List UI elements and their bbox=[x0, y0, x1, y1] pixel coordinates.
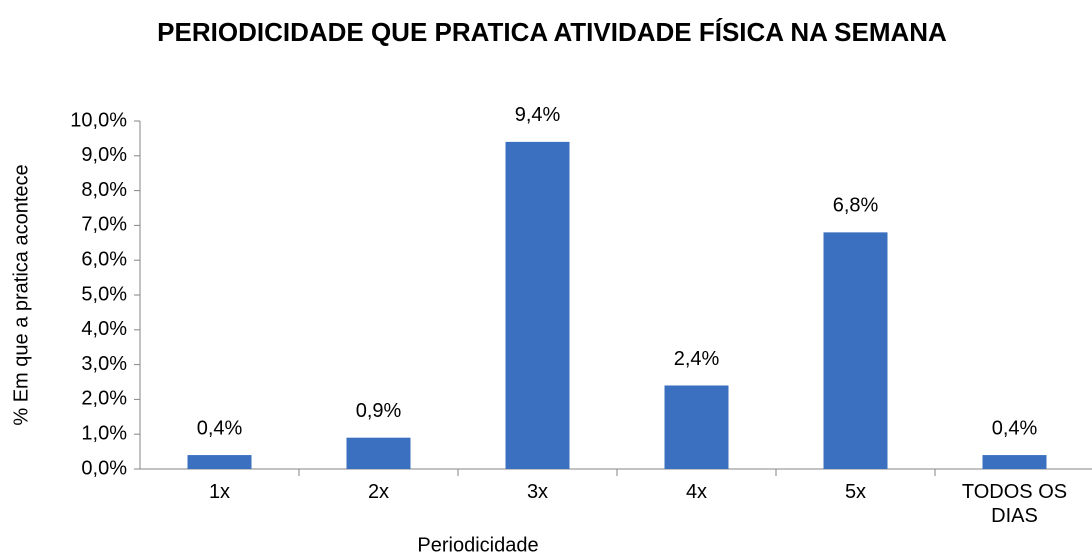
y-tick-label: 8,0% bbox=[81, 179, 127, 201]
y-tick-label: 3,0% bbox=[81, 353, 127, 375]
y-tick-label: 2,0% bbox=[81, 388, 127, 410]
x-tick-label: 1x bbox=[208, 481, 231, 503]
x-tick-label: 2x bbox=[367, 481, 390, 503]
chart-title: PERIODICIDADE QUE PRATICA ATIVIDADE FÍSI… bbox=[157, 17, 947, 47]
x-tick-label: 5x bbox=[844, 481, 867, 503]
x-tick-label: 3x bbox=[526, 481, 549, 503]
bar bbox=[823, 232, 888, 469]
data-label: 0,4% bbox=[197, 417, 243, 439]
bar bbox=[187, 455, 252, 469]
x-tick-label: 4x bbox=[685, 481, 708, 503]
y-tick-label: 1,0% bbox=[81, 422, 127, 444]
x-tick-label: TODOS OS DIAS bbox=[961, 481, 1068, 527]
y-tick-label: 7,0% bbox=[81, 214, 127, 236]
x-axis-label: Periodicidade bbox=[417, 534, 538, 556]
bar bbox=[664, 385, 729, 469]
bar bbox=[346, 437, 411, 469]
y-tick-label: 9,0% bbox=[81, 144, 127, 166]
y-tick-label: 4,0% bbox=[81, 318, 127, 340]
y-tick-label: 5,0% bbox=[81, 283, 127, 305]
data-label: 0,4% bbox=[992, 417, 1038, 439]
y-tick-label: 6,0% bbox=[81, 248, 127, 270]
y-tick-label: 0,0% bbox=[81, 457, 127, 479]
y-tick-label: 10,0% bbox=[70, 109, 127, 131]
data-label: 0,9% bbox=[356, 400, 402, 422]
y-axis-label: % Em que a pratica acontece bbox=[10, 164, 32, 425]
data-label: 9,4% bbox=[515, 104, 561, 126]
data-label: 2,4% bbox=[674, 348, 720, 370]
bar bbox=[982, 455, 1047, 469]
bar bbox=[505, 141, 570, 469]
data-label: 6,8% bbox=[833, 195, 879, 217]
